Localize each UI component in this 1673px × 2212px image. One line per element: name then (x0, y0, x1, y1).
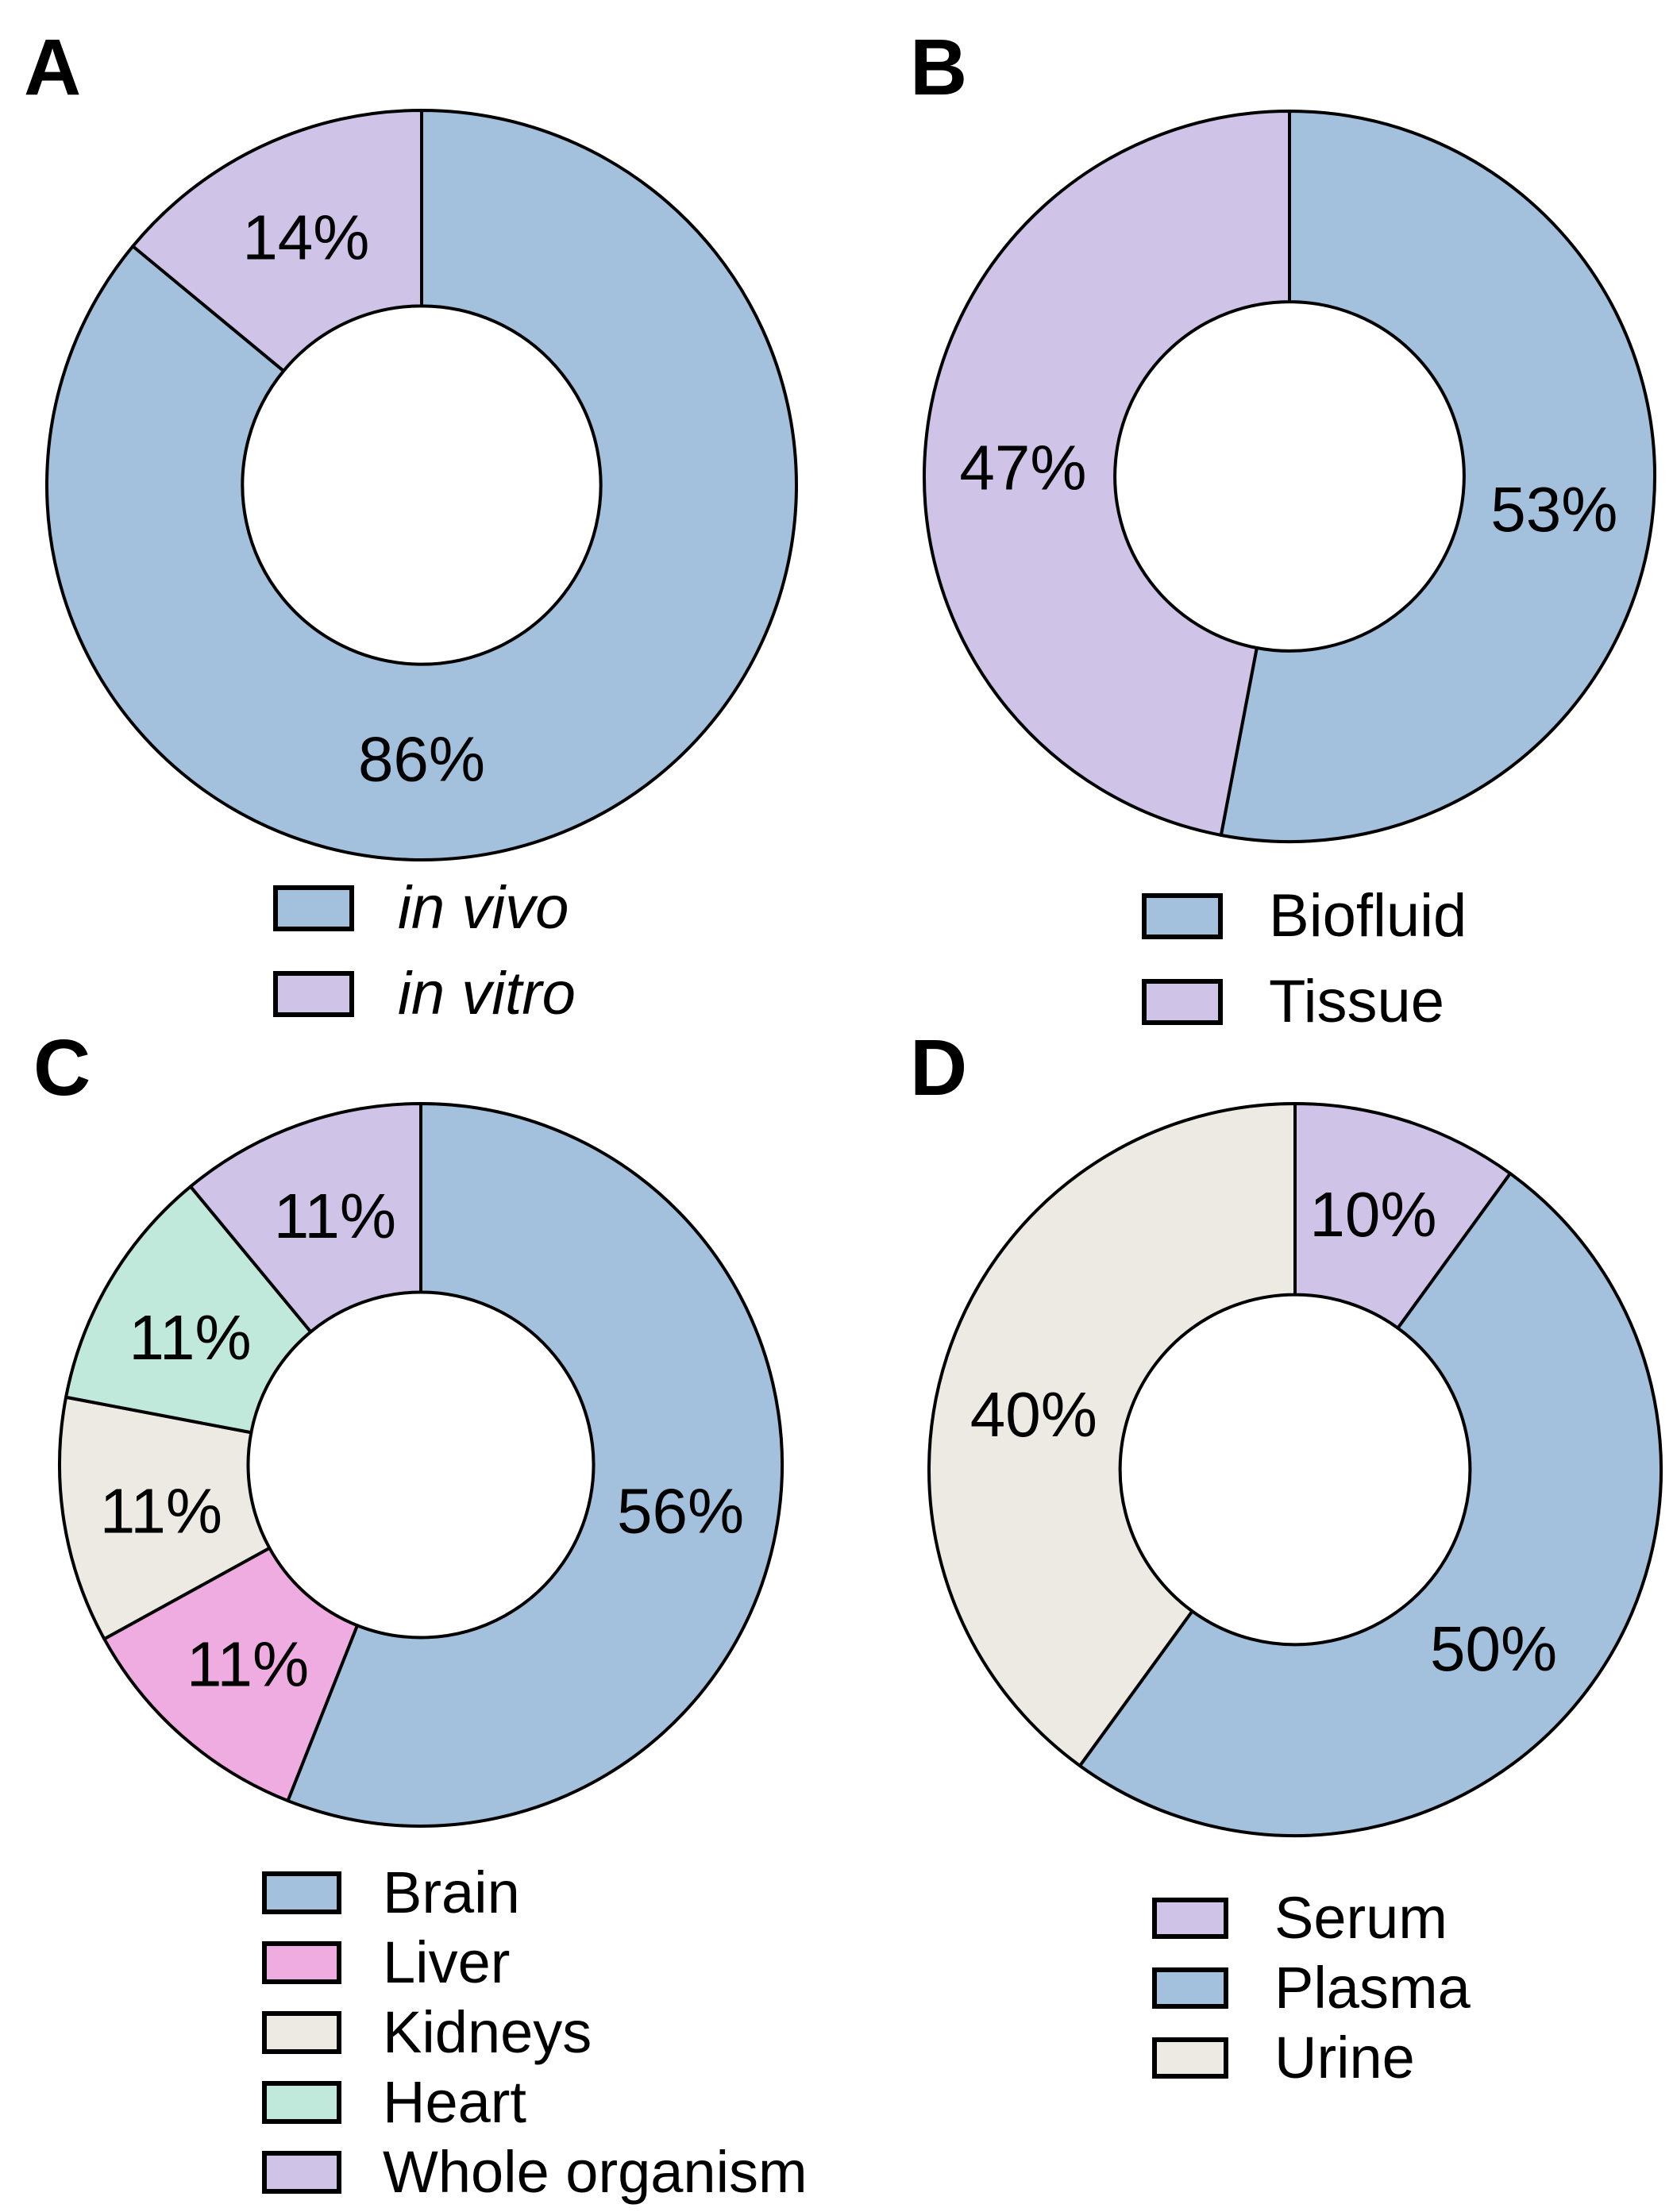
legend-label-in-vitro: in vitro (398, 960, 576, 1027)
legend-item-biofluid: Biofluid (1142, 873, 1467, 959)
legend-label-whole-organism: Whole organism (383, 2139, 808, 2205)
legend-label-biofluid: Biofluid (1269, 882, 1467, 950)
legend-label-plasma: Plasma (1274, 1955, 1471, 2021)
percent-label-whole-organism: 11% (274, 1181, 396, 1251)
legend-swatch-biofluid (1142, 893, 1223, 939)
slice-biofluid (1219, 110, 1656, 843)
legend-label-in-vivo: in vivo (398, 874, 569, 942)
legend-item-urine: Urine (1152, 2023, 1471, 2093)
percent-label-in-vivo: 86% (358, 724, 485, 795)
slice-kidneys (58, 1395, 272, 1641)
legend-label-tissue: Tissue (1269, 968, 1445, 1035)
legend-label-urine: Urine (1274, 2025, 1415, 2091)
legend-item-tissue: Tissue (1142, 959, 1467, 1045)
legend-swatch-heart (262, 2081, 341, 2124)
panel-label-A: A (24, 23, 82, 112)
legend-swatch-liver (262, 1941, 341, 1984)
legend-C: Brain Liver Kidneys Heart Whole organism (262, 1858, 808, 2207)
percent-label-liver: 11% (187, 1629, 309, 1700)
legend-item-in-vitro: in vitro (273, 951, 576, 1037)
legend-swatch-tissue (1142, 979, 1223, 1025)
legend-label-heart: Heart (383, 2069, 526, 2135)
legend-swatch-plasma (1152, 1967, 1228, 2009)
legend-swatch-in-vivo (273, 885, 354, 931)
legend-label-liver: Liver (383, 1929, 511, 1995)
donut-chart-B: 53% 47% (923, 110, 1656, 843)
slice-urine (927, 1102, 1297, 1767)
percent-label-in-vitro: 14% (242, 202, 369, 273)
legend-swatch-serum (1152, 1898, 1228, 1939)
donut-chart-D: 10% 50% 40% (927, 1102, 1663, 1837)
slice-plasma (1078, 1172, 1663, 1837)
percent-label-urine: 40% (970, 1379, 1097, 1450)
legend-label-brain: Brain (383, 1859, 520, 1925)
legend-item-kidneys: Kidneys (262, 1998, 808, 2067)
legend-D: Serum Plasma Urine (1152, 1883, 1471, 2093)
donut-chart-C: 56% 11% 11% 11% 11% (58, 1102, 784, 1828)
slice-tissue (923, 110, 1291, 837)
legend-item-plasma: Plasma (1152, 1953, 1471, 2023)
slice-serum (1293, 1102, 1512, 1330)
percent-label-serum: 10% (1309, 1179, 1436, 1250)
panel-label-D: D (910, 1023, 968, 1112)
percent-label-heart: 11% (129, 1302, 251, 1373)
legend-A: in vivo in vitro (273, 865, 576, 1037)
donut-chart-A: 86% 14% (45, 109, 798, 861)
legend-item-brain: Brain (262, 1858, 808, 1928)
legend-swatch-whole-organism (262, 2151, 341, 2194)
legend-swatch-brain (262, 1871, 341, 1914)
percent-label-brain: 56% (617, 1476, 744, 1547)
percent-label-biofluid: 53% (1490, 474, 1617, 545)
legend-item-liver: Liver (262, 1928, 808, 1998)
percent-label-plasma: 50% (1430, 1613, 1557, 1684)
legend-B: Biofluid Tissue (1142, 873, 1467, 1045)
slice-heart (64, 1185, 313, 1435)
panel-label-C: C (33, 1023, 91, 1112)
legend-item-in-vivo: in vivo (273, 865, 576, 951)
legend-label-serum: Serum (1274, 1885, 1447, 1951)
slice-in-vivo (45, 109, 798, 861)
legend-swatch-in-vitro (273, 971, 354, 1017)
percent-label-tissue: 47% (959, 432, 1086, 503)
slice-whole-organism (188, 1102, 422, 1334)
legend-item-whole-organism: Whole organism (262, 2137, 808, 2207)
legend-swatch-kidneys (262, 2011, 341, 2054)
slice-brain (286, 1102, 784, 1828)
legend-swatch-urine (1152, 2037, 1228, 2079)
percent-label-kidneys: 11% (100, 1476, 222, 1547)
legend-item-heart: Heart (262, 2067, 808, 2137)
legend-label-kidneys: Kidneys (383, 1999, 592, 2065)
panel-label-B: B (910, 23, 968, 112)
slice-in-vitro (131, 109, 423, 373)
legend-item-serum: Serum (1152, 1883, 1471, 1953)
slice-liver (102, 1546, 359, 1803)
